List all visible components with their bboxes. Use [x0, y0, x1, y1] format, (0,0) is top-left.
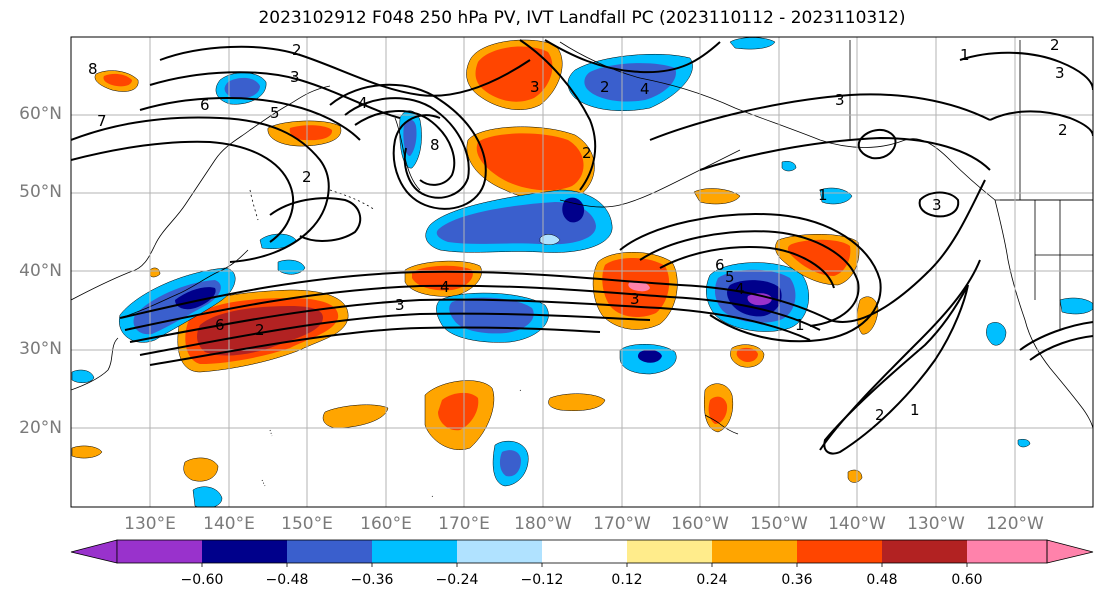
contour-label: 3	[1055, 64, 1065, 82]
gridlines	[71, 37, 1093, 507]
lat-label: 50°N	[19, 182, 62, 202]
contour-label: 2	[1058, 121, 1068, 139]
lat-label: 20°N	[19, 418, 62, 438]
lat-label: 40°N	[19, 261, 62, 281]
contour-label: 3	[395, 296, 405, 314]
colorbar-segment	[287, 540, 372, 563]
lat-label: 60°N	[19, 104, 62, 124]
contour-label: 3	[835, 91, 845, 109]
contour-label: 3	[932, 196, 942, 214]
contour-label: 2	[1050, 36, 1060, 54]
colorbar-segment	[372, 540, 457, 563]
contour-label: 6	[200, 96, 210, 114]
contour-label: 7	[97, 112, 107, 130]
contour-label: 4	[640, 80, 650, 98]
contour-label: 5	[725, 268, 735, 286]
lon-label: 130°E	[124, 514, 176, 534]
contour-label: 3	[290, 68, 300, 86]
colorbar-segment	[797, 540, 882, 563]
contour-label: 4	[440, 278, 450, 296]
colorbar-segment	[117, 540, 202, 563]
contour-label: 6	[715, 256, 725, 274]
colorbar-segment	[712, 540, 797, 563]
lon-label: 160°W	[671, 514, 729, 534]
map-frame	[70, 36, 1094, 508]
contour-label: 2	[600, 78, 610, 96]
contour-label: 8	[88, 60, 98, 78]
colorbar-segment	[967, 540, 1047, 563]
contour-label: 5	[270, 104, 280, 122]
lon-label: 150°E	[281, 514, 333, 534]
colorbar-tick-label: 0.12	[611, 572, 643, 588]
lon-label: 120°W	[986, 514, 1044, 534]
colorbar-tick-label: −0.24	[435, 572, 479, 588]
colorbar	[70, 539, 1094, 567]
colorbar-tick-label: 0.24	[696, 572, 728, 588]
lon-label: 160°E	[360, 514, 412, 534]
contour-label: 4	[358, 94, 368, 112]
contour-label: 3	[630, 290, 640, 308]
coastlines	[71, 40, 1093, 499]
ivt-contours	[71, 39, 1093, 455]
contour-label: 2	[255, 321, 265, 339]
colorbar-extend-low	[70, 539, 118, 564]
colorbar-tick-label: −0.48	[265, 572, 309, 588]
contour-label: 2	[292, 41, 302, 59]
contour-label: 1	[818, 186, 828, 204]
colorbar-segment	[542, 540, 627, 563]
map-title: 2023102912 F048 250 hPa PV, IVT Landfall…	[258, 8, 906, 28]
hawaii	[704, 414, 739, 435]
contour-labels: 8 7 6 5 4 3 2 2 4 6 8 2 3 2 3 4 3 2 1 6 …	[88, 36, 1068, 424]
contour-label: 8	[430, 136, 440, 154]
colorbar-segment	[202, 540, 287, 563]
colorbar-segment	[457, 540, 542, 563]
lon-label: 130°W	[907, 514, 965, 534]
colorbar-tick-label: −0.60	[180, 572, 224, 588]
lon-label: 180°W	[514, 514, 572, 534]
contour-label: 4	[735, 280, 745, 298]
colorbar-tick-label: 0.48	[866, 572, 898, 588]
colorbar-segment	[882, 540, 967, 563]
contour-label: 2	[582, 144, 592, 162]
lat-label: 30°N	[19, 339, 62, 359]
colorbar-tick-label: −0.12	[520, 572, 564, 588]
lon-label: 170°W	[593, 514, 651, 534]
island-chain	[249, 189, 376, 221]
contour-label: 6	[215, 316, 225, 334]
contour-label: 1	[960, 46, 970, 64]
contour-label: 1	[910, 401, 920, 419]
contour-label: 2	[302, 168, 312, 186]
border-states	[1034, 200, 1093, 330]
colorbar-extend-high	[1046, 539, 1094, 564]
lon-label: 150°W	[750, 514, 808, 534]
lon-label: 170°E	[438, 514, 490, 534]
contour-label: 2	[875, 406, 885, 424]
lon-label: 140°W	[828, 514, 886, 534]
contour-label: 3	[530, 78, 540, 96]
coast-alaska	[559, 41, 1093, 201]
colorbar-tick-label: 0.36	[781, 572, 813, 588]
colorbar-tick-label: −0.36	[350, 572, 394, 588]
lon-label: 140°E	[203, 514, 255, 534]
contour-label: 1	[795, 316, 805, 334]
colorbar-segment	[627, 540, 712, 563]
map-plot: 8 7 6 5 4 3 2 2 4 6 8 2 3 2 3 4 3 2 1 6 …	[71, 36, 1093, 507]
colorbar-tick-label: 0.60	[951, 572, 983, 588]
coast-north-america	[994, 199, 1093, 431]
